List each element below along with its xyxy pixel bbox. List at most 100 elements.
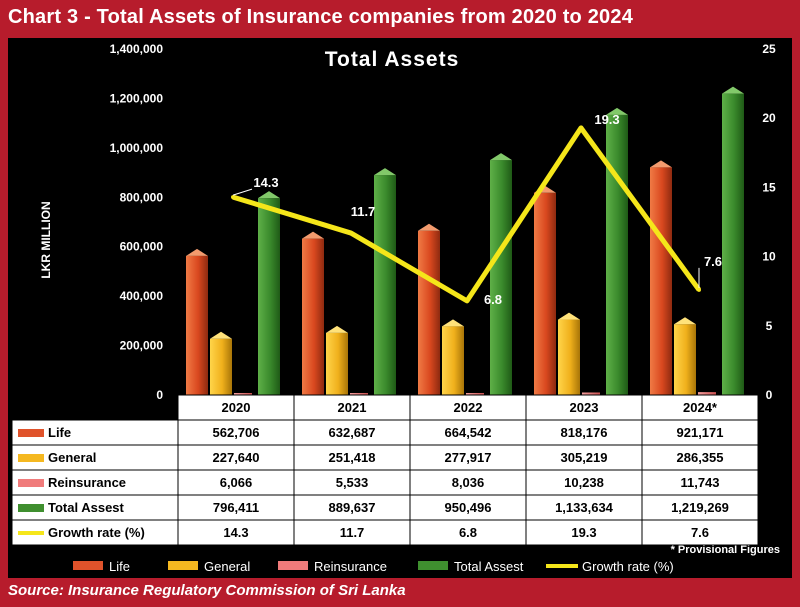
total-assets-bar xyxy=(258,198,280,395)
chart-title: Total Assets xyxy=(325,48,460,71)
legend-swatch xyxy=(73,561,103,570)
growth-rate-leader xyxy=(232,188,253,196)
growth-rate-point xyxy=(697,287,701,292)
y-tick-label: 600,000 xyxy=(120,240,164,254)
table-row xyxy=(11,494,759,521)
reinsurance-bar xyxy=(466,393,484,395)
growth-rate-point xyxy=(349,231,353,236)
table-cell: 1,133,634 xyxy=(555,500,614,515)
general-bar-cap xyxy=(326,325,348,333)
y-tick-label: 0 xyxy=(156,388,163,402)
life-bar xyxy=(186,255,208,395)
total-assets-bar-cap xyxy=(606,107,628,115)
general-bar xyxy=(674,324,696,395)
legend-label: Growth rate (%) xyxy=(582,559,674,574)
general-bar-cap xyxy=(442,319,464,327)
legend-swatch xyxy=(418,561,448,570)
life-bar-cap xyxy=(186,248,208,256)
reinsurance-bar xyxy=(582,392,600,395)
life-bar xyxy=(302,238,324,395)
y-tick-label: 1,400,000 xyxy=(110,42,164,56)
table-row-swatch xyxy=(18,454,44,462)
life-bar xyxy=(534,192,556,395)
legend-swatch xyxy=(278,561,308,570)
life-bar xyxy=(418,230,440,395)
table-cell: 889,637 xyxy=(329,500,376,515)
general-bar xyxy=(558,319,580,395)
table-cell: 19.3 xyxy=(571,525,596,540)
y-tick-label: 1,000,000 xyxy=(110,141,164,155)
table-row xyxy=(11,419,759,446)
table-cell: 632,687 xyxy=(329,425,376,440)
table-row xyxy=(11,444,759,471)
growth-rate-data-label: 11.7 xyxy=(351,204,376,219)
y-tick-label: 200,000 xyxy=(120,339,164,353)
table-row-label: General xyxy=(48,450,96,465)
table-cell: 286,355 xyxy=(677,450,724,465)
total-assets-bar xyxy=(722,93,744,395)
table-cell: 1,219,269 xyxy=(671,500,729,515)
total-assets-bar-cap xyxy=(374,168,396,176)
growth-rate-point xyxy=(231,195,235,200)
table-row xyxy=(11,519,759,546)
source-note: Source: Insurance Regulatory Commission … xyxy=(8,582,406,599)
table-cell: 305,219 xyxy=(561,450,608,465)
growth-rate-data-label: 7.6 xyxy=(704,254,722,269)
total-assets-bar-cap xyxy=(258,191,280,199)
general-bar-cap xyxy=(674,317,696,325)
general-bar xyxy=(442,326,464,395)
life-bar-cap xyxy=(302,231,324,239)
y2-tick-label: 5 xyxy=(766,319,773,333)
legend-swatch xyxy=(168,561,198,570)
table-cell: 796,411 xyxy=(213,500,259,515)
growth-rate-data-label: 14.3 xyxy=(253,175,278,190)
table-row-label: Growth rate (%) xyxy=(48,525,145,540)
table-cell: 950,496 xyxy=(445,500,492,515)
table-row-swatch xyxy=(18,429,44,437)
total-assets-bar-cap xyxy=(490,153,512,161)
general-bar xyxy=(326,332,348,395)
table-header-year: 2023 xyxy=(570,400,599,415)
table-cell: 10,238 xyxy=(564,475,604,490)
table-cell: 7.6 xyxy=(691,525,709,540)
table-row-label: Total Assest xyxy=(48,500,125,515)
life-bar-cap xyxy=(418,223,440,231)
legend-label: General xyxy=(204,559,250,574)
general-bar-cap xyxy=(558,312,580,320)
y2-tick-label: 25 xyxy=(762,42,776,56)
y2-tick-label: 0 xyxy=(766,388,773,402)
growth-rate-data-label: 19.3 xyxy=(594,112,619,127)
table-row-label: Reinsurance xyxy=(48,475,126,490)
growth-rate-point xyxy=(465,298,469,303)
y-tick-label: 400,000 xyxy=(120,289,164,303)
table-cell: 11,743 xyxy=(680,475,719,490)
table-row-label: Life xyxy=(48,425,71,440)
y-tick-label: 800,000 xyxy=(120,190,164,204)
growth-rate-data-label: 6.8 xyxy=(484,292,502,307)
y-tick-label: 1,200,000 xyxy=(110,91,164,105)
total-assets-bar xyxy=(606,114,628,396)
reinsurance-bar xyxy=(234,393,252,395)
reinsurance-bar xyxy=(350,393,368,395)
y-axis-label: LKR MILLION xyxy=(39,201,53,278)
table-cell: 14.3 xyxy=(223,525,248,540)
legend-label: Life xyxy=(109,559,130,574)
table-cell: 5,533 xyxy=(336,475,369,490)
table-cell: 8,036 xyxy=(452,475,485,490)
legend-label: Reinsurance xyxy=(314,559,387,574)
reinsurance-bar xyxy=(698,392,716,395)
table-cell: 562,706 xyxy=(213,425,260,440)
provisional-note: * Provisional Figures xyxy=(671,544,780,556)
life-bar-cap xyxy=(650,160,672,168)
table-header-year: 2024* xyxy=(683,400,718,415)
table-cell: 227,640 xyxy=(213,450,260,465)
chart-header-title: Chart 3 - Total Assets of Insurance comp… xyxy=(8,6,634,28)
table-header-year: 2022 xyxy=(454,400,483,415)
growth-rate-point xyxy=(579,125,583,130)
table-row-swatch xyxy=(18,479,44,487)
table-header-year: 2020 xyxy=(222,400,251,415)
general-bar-cap xyxy=(210,331,232,339)
legend-label: Total Assest xyxy=(454,559,524,574)
table-row-swatch xyxy=(18,504,44,512)
